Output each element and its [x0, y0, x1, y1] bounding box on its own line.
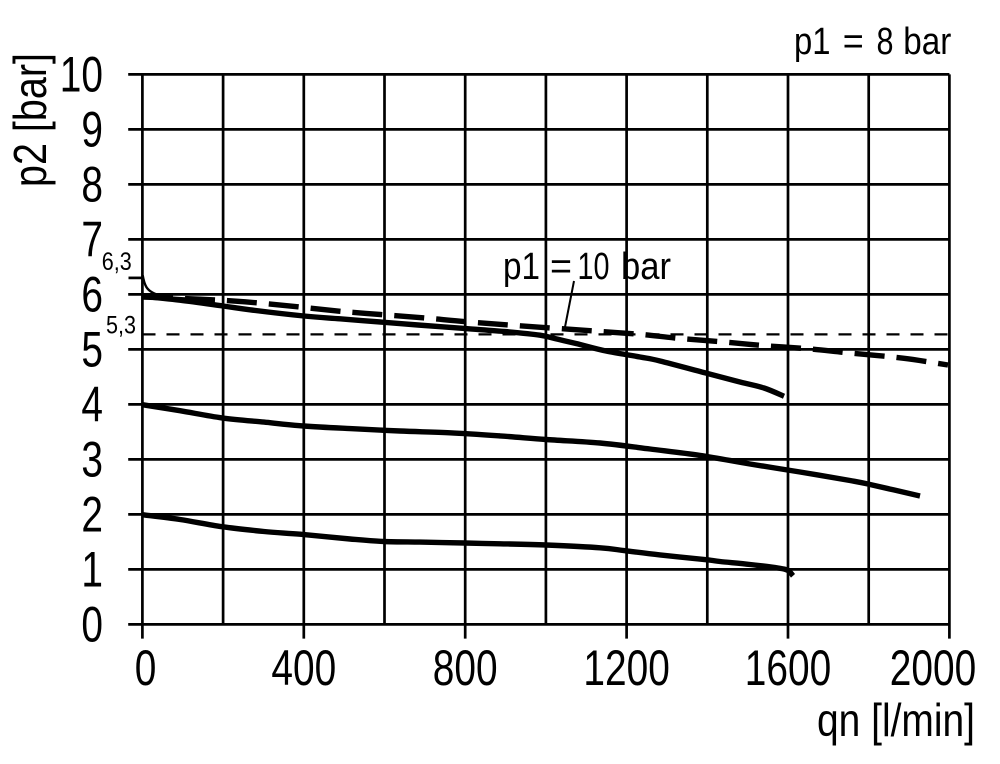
svg-text:400: 400: [271, 640, 336, 696]
svg-text:=: =: [843, 21, 864, 63]
svg-text:4: 4: [81, 376, 103, 432]
svg-text:6,3: 6,3: [102, 248, 132, 276]
svg-text:qn [l/min]: qn [l/min]: [817, 694, 975, 746]
svg-text:1600: 1600: [745, 640, 831, 696]
svg-text:2: 2: [81, 486, 103, 542]
svg-text:0: 0: [135, 640, 157, 696]
svg-text:10: 10: [578, 246, 610, 288]
svg-text:1: 1: [81, 541, 103, 597]
svg-text:2000: 2000: [890, 640, 976, 696]
svg-text:7: 7: [81, 211, 103, 267]
svg-text:5,3: 5,3: [106, 311, 136, 339]
svg-text:6: 6: [81, 266, 103, 322]
svg-text:bar: bar: [621, 246, 671, 288]
svg-text:8: 8: [877, 21, 894, 63]
svg-text:800: 800: [433, 640, 498, 696]
svg-text:p1: p1: [503, 246, 540, 288]
svg-text:10: 10: [60, 46, 103, 102]
svg-text:=: =: [550, 246, 572, 288]
svg-text:p1: p1: [794, 21, 831, 63]
svg-text:9: 9: [81, 101, 103, 157]
svg-text:1200: 1200: [583, 640, 669, 696]
svg-text:3: 3: [81, 431, 103, 487]
svg-text:p2 [bar]: p2 [bar]: [4, 53, 56, 187]
svg-text:5: 5: [81, 321, 103, 377]
svg-text:bar: bar: [903, 21, 951, 63]
svg-text:8: 8: [81, 156, 103, 212]
svg-text:0: 0: [81, 596, 103, 652]
